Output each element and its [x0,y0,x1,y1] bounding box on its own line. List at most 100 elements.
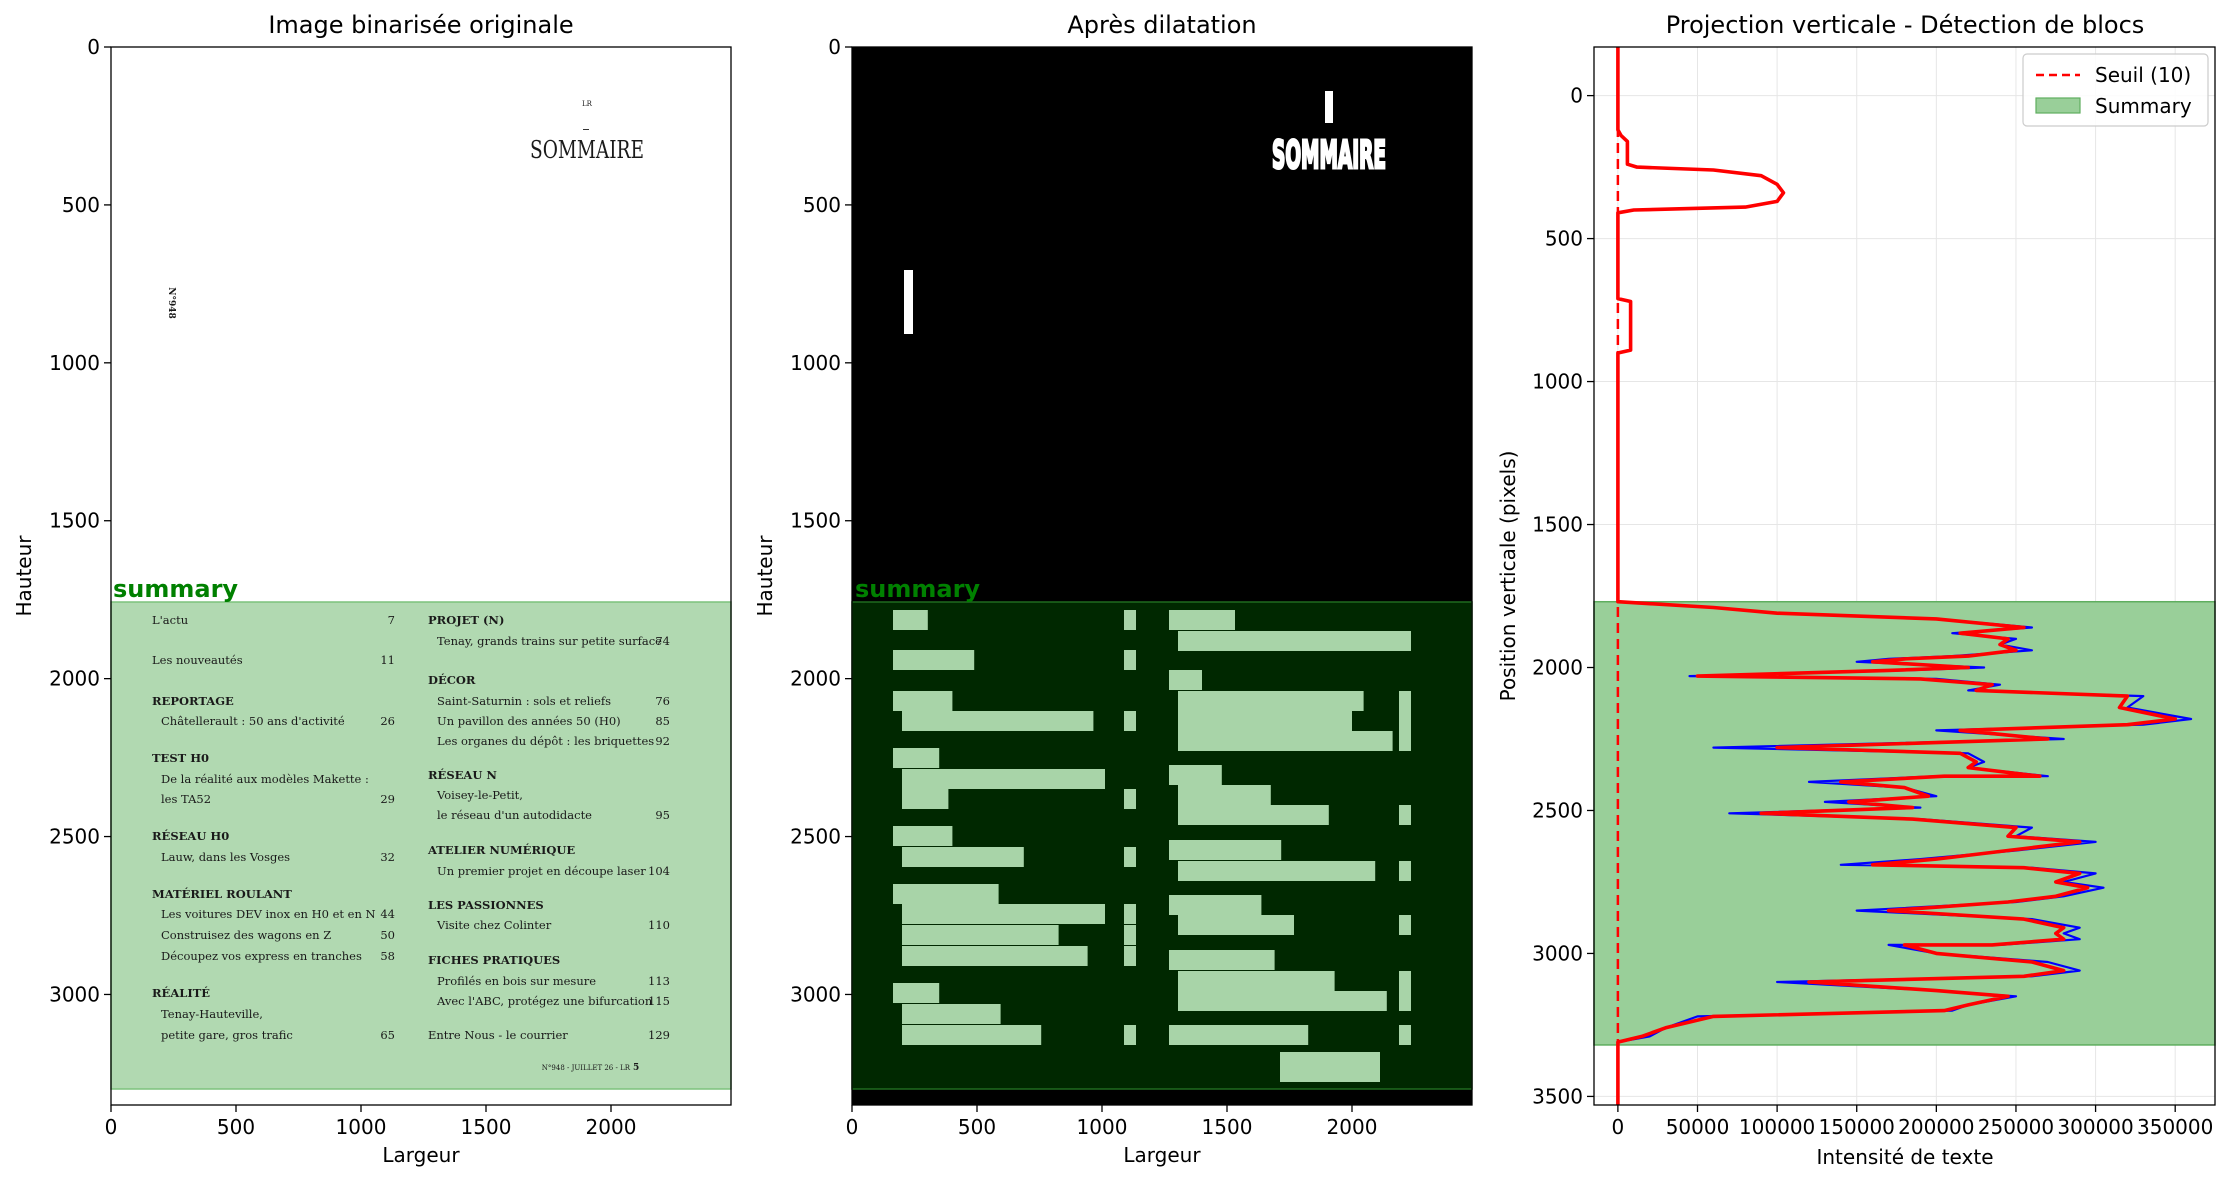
dilated-ytick-label: 2500 [790,825,841,849]
dilated-text-blob [893,748,940,768]
dilated-xtick-label: 1000 [1077,1115,1128,1139]
dilated-text-blob [1178,711,1352,731]
toc-right-page-number: 104 [648,864,670,878]
dilated-text-blob [893,826,953,846]
panel-projection: Projection verticale - Détection de bloc… [1496,11,2216,1169]
panel-original: Image binarisée originale summary LR SOM… [12,11,732,1167]
projection-ytick-label: 500 [1545,227,1583,251]
panel-original-title: Image binarisée originale [268,11,573,39]
dilated-ytick-label: 3000 [790,982,841,1006]
toc-left-entry: Les voitures DEV inox en H0 et en N [161,907,376,921]
toc-left-entry: L'actu [152,613,188,627]
toc-left-page-number: 11 [380,653,395,667]
toc-right-entry: Saint-Saturnin : sols et reliefs [437,694,611,708]
original-summary-label: summary [113,575,238,603]
dilated-page-blob [1399,861,1411,881]
projection-xtick-label: 50000 [1666,1115,1730,1139]
dilated-text-blob [1169,895,1262,915]
dilated-text-blob [902,904,1105,924]
panel-dilated-xlabel: Largeur [1123,1143,1201,1167]
toc-right-page-number: 115 [648,994,670,1008]
toc-left-entry: De la réalité aux modèles Makette : [161,772,369,786]
dilated-page-blob [1124,650,1136,670]
dilated-text-blob [902,946,1088,966]
dilated-text-blob [1178,915,1294,935]
doc-header-small: LR [582,100,593,108]
dilated-ytick-label: 500 [803,193,841,217]
dilated-page-blob [1399,731,1411,751]
toc-right-entry: Un premier projet en découpe laser [437,864,646,878]
panel-projection-xlabel: Intensité de texte [1816,1145,1993,1169]
projection-xtick-label: 300000 [2057,1115,2133,1139]
dilated-ytick-label: 2000 [790,667,841,691]
toc-left-page-number: 32 [380,850,395,864]
panel-projection-frame [1593,46,2216,1106]
toc-left-page-number: 26 [380,714,395,728]
dilated-text-blob [902,711,1094,731]
original-ytick-label: 2500 [49,825,100,849]
panel-projection-ylabel: Position verticale (pixels) [1496,451,1520,702]
legend-threshold-label: Seuil (10) [2095,63,2191,87]
toc-left-entry: Tenay-Hauteville, [161,1007,263,1021]
toc-right-column: PROJET (N) Tenay, grands trains sur petit… [427,613,670,1042]
dilated-text-blob [1178,971,1335,991]
toc-left-entry: RÉSEAU H0 [152,829,229,843]
doc-header-title: SOMMAIRE [530,136,644,164]
dilated-page-blob [1124,1025,1136,1045]
toc-right-entry: FICHES PRATIQUES [428,953,560,967]
dilated-footer-blob [1280,1052,1380,1082]
toc-left-page-number: 44 [380,907,395,921]
dilated-side-blob [904,270,913,334]
legend-summary-label: Summary [2095,94,2192,118]
dilated-header-title: SOMMAIRE [1272,133,1386,177]
toc-right-page-number: 113 [648,974,670,988]
dilated-text-blob [902,789,949,809]
panel-projection-title: Projection verticale - Détection de bloc… [1666,11,2145,39]
original-ytick-label: 1000 [49,351,100,375]
dilated-text-blob [893,650,975,670]
toc-right-entry: RÉSEAU N [428,768,497,782]
dilated-text-blobs [893,610,1411,1082]
toc-right-entry: Les organes du dépôt : les briquettes [437,734,654,748]
dilated-xtick-label: 2000 [1327,1115,1378,1139]
original-ytick-label: 500 [62,193,100,217]
dilated-text-blob [902,925,1059,945]
toc-left-entry: MATÉRIEL ROULANT [152,887,292,901]
dilated-summary-label: summary [855,575,980,603]
original-ytick-label: 2000 [49,667,100,691]
toc-right-page-number: 129 [648,1028,670,1042]
dilated-page-blob [1124,789,1136,809]
panel-original-frame [110,46,732,1106]
projection-xtick-label: 350000 [2137,1115,2213,1139]
toc-left-column: L'actu 7 Les nouveautés 11 REPORTAGE Châtelle… [152,613,395,1042]
dilated-text-blob [902,847,1024,867]
toc-left-entry: RÉALITÉ [152,986,210,1000]
dilated-text-blob [1178,861,1376,881]
toc-left-entry: Découpez vos express en tranches [161,949,362,963]
dilated-ytick-label: 1500 [790,509,841,533]
doc-footer-page: 5 [633,1063,639,1073]
projection-ytick-label: 3000 [1532,941,1583,965]
toc-right-page-number: 92 [655,734,670,748]
dilated-text-blob [902,769,1105,789]
dilated-text-blob [1178,691,1364,711]
dilated-ytick-label: 0 [828,35,841,59]
panel-dilated-frame [851,46,1473,1106]
projection-xtick-label: 0 [1612,1115,1625,1139]
dilated-page-blob [1399,1025,1411,1045]
projection-series [1616,47,2193,1105]
dilated-text-blob [902,1025,1042,1045]
dilated-text-blob [893,983,940,1003]
dilated-text-blob [1169,610,1235,630]
dilated-text-blob [1169,840,1282,860]
original-ytick-label: 3000 [49,982,100,1006]
toc-right-entry: Visite chez Colinter [436,918,552,932]
dilated-xtick-label: 0 [846,1115,859,1139]
dilated-page-blob [1399,631,1411,651]
dilated-page-blob [1124,711,1136,731]
original-ytick-label: 0 [87,35,100,59]
dilated-text-blob [1169,765,1222,785]
dilated-text-blob [893,884,999,904]
panel-original-ylabel: Hauteur [12,535,36,617]
